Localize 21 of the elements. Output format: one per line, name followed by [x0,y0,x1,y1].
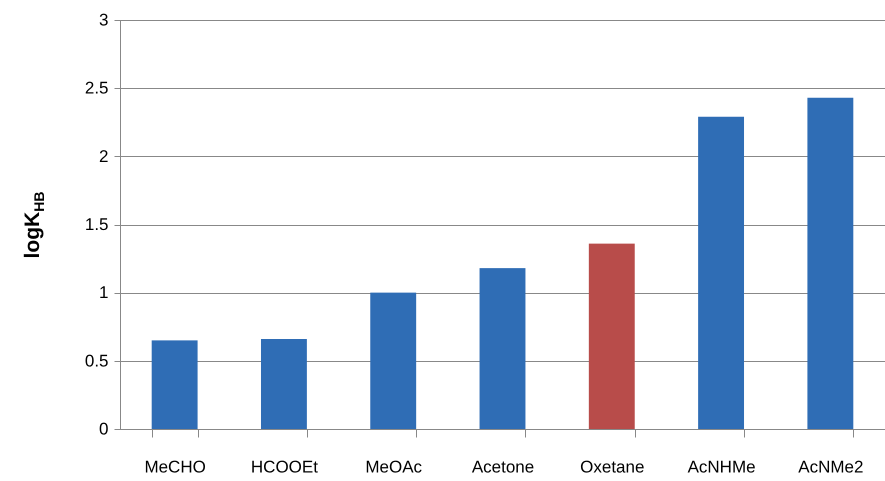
x-tick-label: MeOAc [365,458,423,476]
bar [480,268,526,429]
y-tick-label: 3 [99,10,108,30]
x-tick-label: MeCHO [144,458,206,476]
x-tick-label: AcNMe2 [798,458,864,476]
y-tick-label: 2 [99,146,108,166]
x-tick-label: HCOOEt [250,458,318,476]
y-tick-label: 1.5 [84,215,108,234]
bar [698,116,744,429]
bar [370,292,416,429]
bar [152,340,198,429]
x-tick-label: Acetone [472,458,534,476]
y-tick-label: 0.5 [84,351,108,370]
bar [260,339,307,429]
bar [807,98,854,429]
y-tick-label: 0 [99,420,108,438]
bar [588,244,635,429]
x-tick-label: Oxetane [580,458,644,476]
y-tick-label: 1 [99,283,108,302]
y-tick-label: 2.5 [84,78,108,98]
x-tick-label: AcNHMe [688,458,756,476]
